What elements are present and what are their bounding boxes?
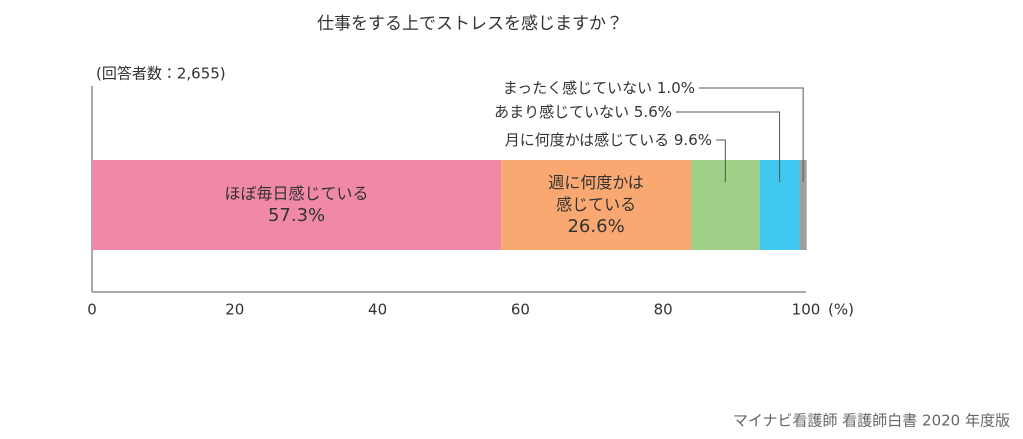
- chart-title: 仕事をする上でストレスを感じますか？: [317, 14, 623, 34]
- callout-label: あまり感じていない 5.6%: [494, 103, 672, 121]
- bar-segment: [92, 160, 502, 250]
- value-label: 5.6%: [634, 103, 672, 121]
- x-tick-label: 40: [368, 301, 387, 319]
- value-label: 26.6%: [567, 216, 625, 237]
- segment-label: 週に何度かは感じている 26.6%: [546, 172, 646, 238]
- x-tick-label: 80: [654, 301, 673, 319]
- leader-line: [699, 87, 804, 182]
- x-tick-label: 20: [225, 301, 244, 319]
- value-label: 9.6%: [674, 131, 712, 149]
- series-name: 週に何度かは感じている: [548, 173, 644, 214]
- leader-line: [676, 111, 781, 182]
- source: マイナビ看護師 看護師白書 2020 年度版: [733, 412, 1010, 430]
- bar-segment: [501, 160, 692, 250]
- x-tick-label: 0: [87, 301, 97, 319]
- note: (回答者数：2,655): [96, 65, 226, 83]
- bar-segment: [799, 160, 807, 250]
- x-tick-label: 60: [511, 301, 530, 319]
- legend-label: 月に何度かは感じている: [505, 131, 669, 149]
- leader-line: [716, 139, 726, 182]
- series-name: ほぼ毎日感じている: [224, 184, 369, 203]
- segment-label: ほぼ毎日感じている 57.3%: [177, 183, 417, 227]
- x-tick-label: 100: [792, 301, 821, 319]
- legend-label: あまり感じていない: [494, 103, 629, 121]
- callout-label: 月に何度かは感じている 9.6%: [505, 131, 712, 149]
- x-unit: (%): [828, 301, 854, 319]
- callout-label: まったく感じていない 1.0%: [503, 79, 695, 97]
- value-label: 57.3%: [267, 205, 326, 226]
- value-label: 1.0%: [657, 79, 695, 97]
- legend-label: まったく感じていない: [503, 79, 652, 97]
